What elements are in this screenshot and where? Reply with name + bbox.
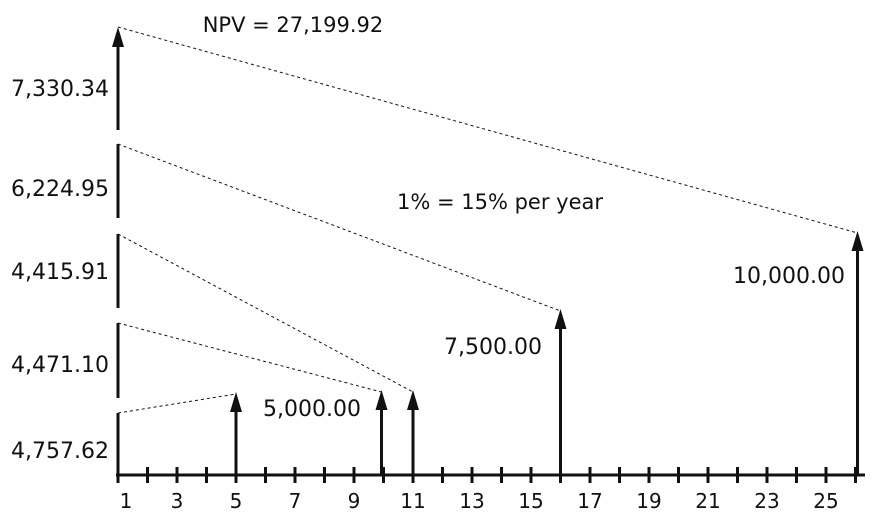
cash-flow-label: 5,000.00 xyxy=(263,397,361,422)
pv-label: 7,330.34 xyxy=(11,77,109,102)
arrowhead-icon xyxy=(554,309,567,329)
cash-flow-arrows: 5,000.00 7,500.00 10,000.00 xyxy=(230,231,864,475)
cash-flow-label: 7,500.00 xyxy=(444,335,542,360)
arrowhead-icon xyxy=(230,392,242,412)
arrowhead-icon xyxy=(407,390,419,410)
pv-label: 4,471.10 xyxy=(11,353,109,378)
axis-tick-label: 13 xyxy=(459,489,484,513)
pv-label: 4,415.91 xyxy=(11,260,109,285)
arrowhead-icon xyxy=(851,231,864,251)
axis-tick-label: 23 xyxy=(754,489,779,513)
npv-title: NPV = 27,199.92 xyxy=(203,13,384,37)
discount-line xyxy=(117,26,858,234)
axis-tick-label: 1 xyxy=(120,489,133,513)
axis-tick-label: 7 xyxy=(289,489,302,513)
present-value-bars: 7,330.34 6,224.95 4,415.91 4,471.10 4,75… xyxy=(11,27,124,475)
axis-tick-label: 3 xyxy=(171,489,184,513)
pv-label: 6,224.95 xyxy=(11,177,109,202)
discount-line xyxy=(117,233,414,393)
cash-flow-label: 10,000.00 xyxy=(733,264,845,289)
axis-tick-label: 9 xyxy=(348,489,361,513)
axis-tick-label: 5 xyxy=(230,489,243,513)
discount-lines xyxy=(117,26,858,414)
rate-note: 1% = 15% per year xyxy=(397,190,603,214)
axis-tick-label: 21 xyxy=(695,489,720,513)
pv-label: 4,757.62 xyxy=(11,439,109,464)
axis-tick-label: 19 xyxy=(636,489,661,513)
arrowhead-icon xyxy=(375,390,388,410)
time-axis: 1 3 5 7 9 11 13 15 17 19 21 23 25 xyxy=(116,467,865,513)
discount-line xyxy=(117,143,561,312)
discount-line xyxy=(117,393,237,414)
axis-tick-label: 17 xyxy=(577,489,602,513)
axis-tick-label: 11 xyxy=(400,489,425,513)
discount-line xyxy=(117,322,382,393)
axis-tick-label: 15 xyxy=(518,489,543,513)
axis-tick-label: 25 xyxy=(813,489,838,513)
arrowhead-icon xyxy=(112,27,124,47)
